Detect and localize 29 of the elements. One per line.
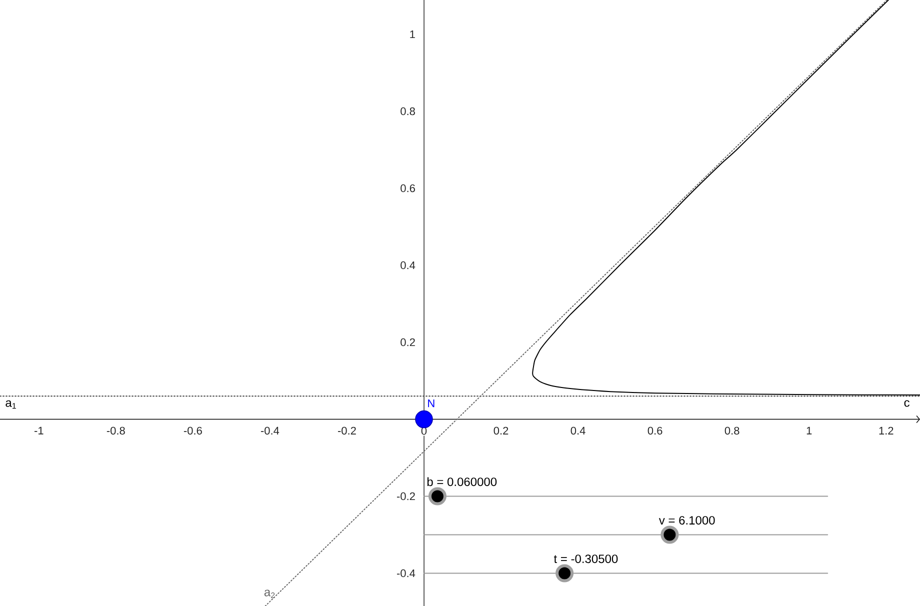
x-tick-label: -0.2 — [338, 426, 356, 435]
x-tick-label: -0.8 — [106, 426, 125, 435]
ref-line-label: a$_{1}$ — [6, 400, 16, 409]
series-label: c — [904, 400, 910, 407]
annotation: b = 0.060000 — [427, 477, 497, 486]
line-series — [532, 0, 920, 396]
point — [428, 487, 446, 506]
y-tick-label: 1 — [410, 30, 415, 38]
x-tick-label: -1 — [34, 426, 44, 434]
x-tick-label: 0.4 — [570, 426, 586, 435]
y-tick-label: -0.2 — [396, 492, 415, 500]
series-label: N — [428, 400, 434, 408]
x-tick-label: 0.6 — [648, 426, 662, 435]
x-tick-label: -0.6 — [184, 426, 202, 435]
x-tick-label: 1.2 — [879, 426, 894, 434]
x-tick-label: -0.4 — [260, 426, 280, 435]
y-tick-label: -0.4 — [396, 569, 416, 578]
y-tick-label: 0.6 — [400, 184, 415, 192]
series-label: a$_{2}$ — [264, 590, 275, 598]
annotation: v = 6.1000 — [658, 516, 715, 525]
y-tick-label: 0.4 — [400, 261, 416, 270]
x-tick-label: 0.8 — [724, 426, 740, 435]
point — [415, 410, 433, 428]
y-tick-label: 0.8 — [400, 107, 415, 116]
x-tick-label: 0.2 — [494, 426, 508, 435]
x-tick-label: 1 — [806, 426, 812, 434]
y-tick-label: 0.2 — [400, 338, 415, 346]
point — [660, 526, 679, 544]
annotation: t = -0.30500 — [554, 554, 618, 564]
